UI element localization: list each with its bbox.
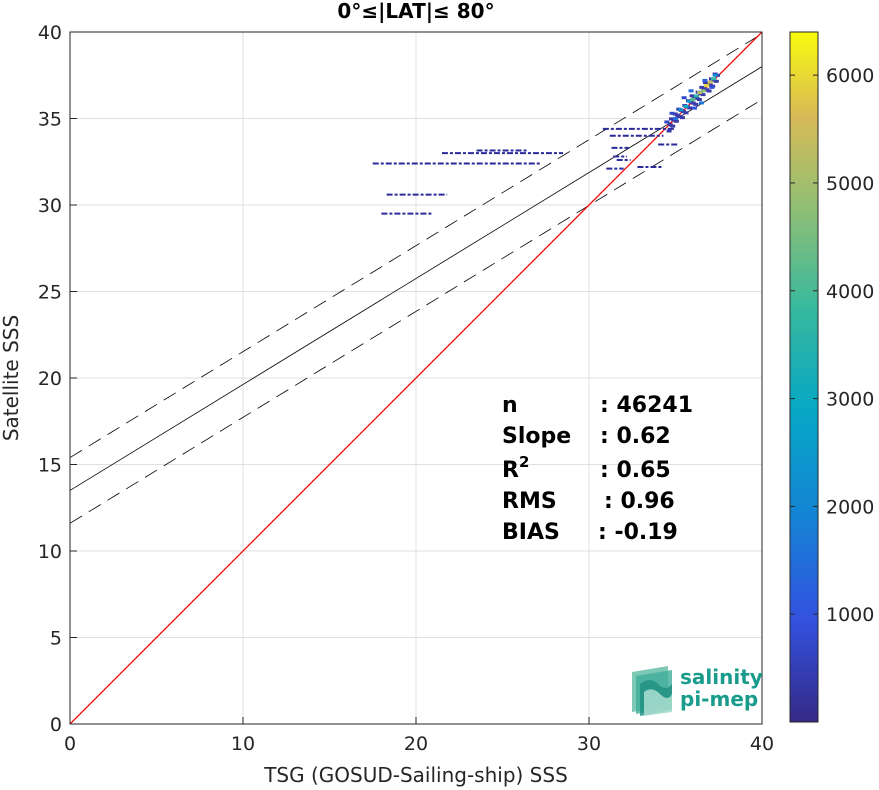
data-point [693, 102, 699, 106]
stat-superscript: 2 [519, 453, 529, 471]
fit-line [70, 66, 762, 491]
colorbar-tick-label: 4000 [826, 281, 874, 303]
upper-bound-line [70, 33, 762, 458]
logo-line2: pi-mep [680, 687, 758, 711]
stat-value: : 0.65 [600, 458, 671, 483]
salinity-logo: salinity pi-mep [632, 665, 763, 716]
y-tick-label: 25 [38, 282, 62, 304]
data-point [683, 104, 689, 108]
data-point [698, 101, 704, 105]
lower-bound-line [70, 99, 762, 524]
x-tick-label: 10 [231, 733, 255, 755]
data-point [664, 120, 670, 124]
data-point [692, 106, 698, 110]
y-tick-label: 10 [38, 541, 62, 563]
y-tick-label: 20 [38, 368, 62, 390]
colorbar-tick-label: 3000 [826, 389, 874, 411]
data-point [690, 97, 696, 101]
x-tick-label: 40 [750, 733, 774, 755]
colorbar-tick-label: 1000 [826, 604, 874, 626]
data-point [700, 93, 706, 97]
stat-label: n [502, 393, 518, 418]
stats-box: n : 46241 Slope : 0.62 R2 : 0.65 RMS : 0.96 BIAS… [502, 393, 693, 545]
colorbar-tick-label: 5000 [826, 173, 874, 195]
data-point [704, 84, 710, 88]
y-tick-label: 30 [38, 195, 62, 217]
colorbar-ticks: 1000 2000 3000 4000 5000 6000 [790, 65, 874, 626]
data-point [700, 89, 706, 93]
data-point [681, 96, 687, 100]
stat-label: R2 [502, 453, 529, 483]
data-point [686, 99, 692, 103]
data-point [713, 79, 719, 83]
data-point [709, 85, 715, 89]
stat-label: BIAS [502, 520, 560, 545]
data-point [673, 117, 678, 120]
x-tick-label: 0 [64, 733, 76, 755]
chart-title: 0°≤|LAT|≤ 80° [337, 0, 494, 23]
stat-value: : 46241 [600, 393, 693, 418]
colorbar-gradient [789, 31, 819, 723]
wave-icon [632, 666, 672, 716]
y-tick-label: 40 [38, 22, 62, 44]
data-point [712, 73, 718, 77]
data-point [687, 106, 693, 110]
data-point [693, 94, 699, 98]
data-points [372, 72, 721, 215]
data-point [678, 108, 684, 112]
x-tick-label: 30 [577, 733, 601, 755]
y-tick-label: 0 [50, 714, 62, 736]
data-point [688, 89, 694, 93]
data-point [707, 80, 713, 84]
data-point [697, 91, 703, 95]
stat-value: : 0.62 [600, 424, 671, 449]
identity-line [70, 32, 762, 724]
y-tick-label: 5 [50, 628, 62, 650]
data-point [673, 119, 679, 123]
data-point [696, 97, 702, 101]
stat-label: RMS [502, 489, 557, 514]
regression-lines [70, 32, 762, 724]
data-point [706, 89, 712, 93]
stat-label: Slope [502, 424, 571, 449]
colorbar: 1000 2000 3000 4000 5000 6000 [789, 31, 874, 723]
y-axis-label: Satellite SSS [0, 315, 23, 441]
data-point [670, 124, 676, 128]
y-tick-label: 15 [38, 455, 62, 477]
data-point [702, 78, 708, 82]
stat-value: : 0.96 [604, 489, 675, 514]
y-tick-label: 35 [38, 109, 62, 131]
data-point [666, 129, 672, 133]
data-point [711, 77, 717, 81]
data-point [683, 111, 689, 115]
colorbar-tick-label: 2000 [826, 496, 874, 518]
colorbar-tick-label: 6000 [826, 65, 874, 87]
x-tick-label: 20 [404, 733, 428, 755]
logo-line1: salinity [680, 665, 763, 689]
x-axis-label: TSG (GOSUD-Sailing-ship) SSS [263, 763, 568, 787]
data-point [669, 111, 675, 115]
axis-ticks: 0 10 20 30 40 0 5 10 15 20 25 30 35 40 [38, 22, 774, 755]
data-point [679, 116, 685, 120]
stat-value: : -0.19 [598, 520, 678, 545]
